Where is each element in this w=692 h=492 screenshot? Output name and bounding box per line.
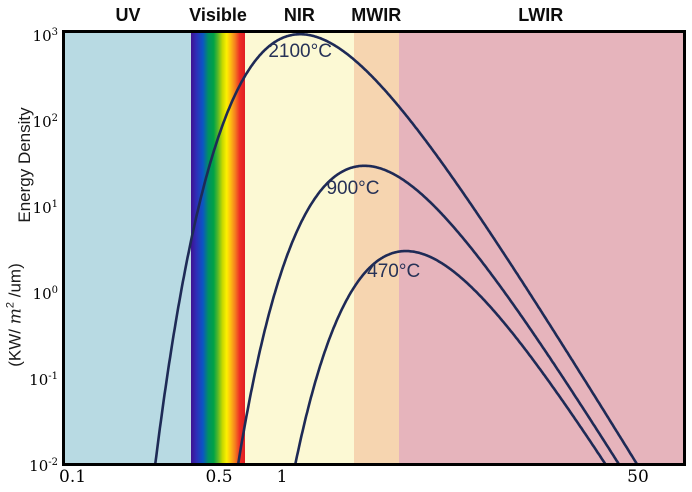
y-axis-units-exponent: 2 <box>4 301 17 309</box>
y-tick-10e0: 100 <box>32 285 58 303</box>
plot-area <box>62 30 686 466</box>
y-tick-10e3: 103 <box>32 27 58 45</box>
band-label-mwir: MWIR <box>351 5 402 25</box>
band-visible <box>191 33 245 463</box>
band-label-visible: Visible <box>189 5 247 25</box>
curve-label-2100c: 2100°C <box>268 41 332 63</box>
band-label-lwir: LWIR <box>518 5 564 25</box>
band-label-uv: UV <box>115 5 141 25</box>
planck-curve-900c <box>237 164 620 463</box>
band-lwir <box>398 33 683 463</box>
y-tick-10e-2: 10-2 <box>29 457 58 475</box>
band-uv <box>65 33 192 463</box>
planck-curves-layer <box>154 33 638 463</box>
curve-label-470c: 470°C <box>367 261 421 283</box>
band-label-nir: NIR <box>283 5 315 25</box>
planck-curve-2100c <box>154 33 638 463</box>
y-tick-10e2: 102 <box>32 113 58 131</box>
y-axis-units-var: m <box>5 308 26 325</box>
band-mwir <box>353 33 399 463</box>
y-tick-10e1: 101 <box>32 199 58 217</box>
x-tick-1: 1 <box>276 467 288 487</box>
y-tick-10e-1: 10-1 <box>29 371 58 389</box>
y-axis-units: (KW/ m2 /um) <box>5 263 26 366</box>
planck-curve-470c <box>294 249 607 463</box>
spectral-bands-layer <box>65 33 683 463</box>
band-nir <box>244 33 354 463</box>
y-axis-units-prefix: (KW/ <box>5 324 25 367</box>
x-tick-50: 50 <box>627 467 649 487</box>
curve-label-900c: 900°C <box>326 178 380 200</box>
x-tick-0.1: 0.1 <box>59 467 87 487</box>
x-tick-0.5: 0.5 <box>205 467 233 487</box>
